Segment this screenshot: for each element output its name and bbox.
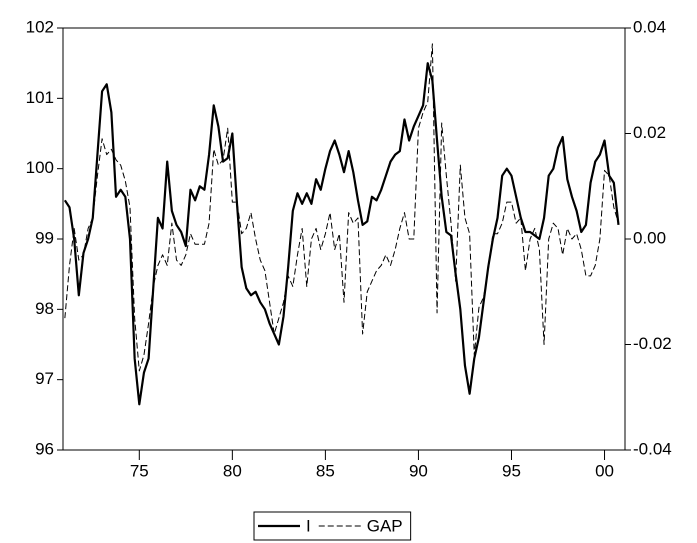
x-tick-label: 95 (502, 461, 521, 480)
y-tick-label: 101 (26, 88, 54, 107)
legend-label: I (306, 516, 311, 535)
x-tick-label: 00 (595, 461, 614, 480)
y-tick-label: 99 (35, 228, 54, 247)
series-line (64, 43, 619, 372)
x-tick-label: 90 (409, 461, 428, 480)
plot-frame (62, 27, 626, 451)
y2-tick-label: -0.02 (633, 334, 672, 353)
y2-tick-label: 0.02 (633, 123, 666, 142)
y-tick-label: 98 (35, 299, 54, 318)
legend-label: GAP (367, 516, 403, 535)
y-tick-label: 96 (35, 439, 54, 458)
y-tick-label: 97 (35, 369, 54, 388)
x-tick-label: 80 (223, 461, 242, 480)
series-line (63, 62, 620, 406)
x-tick-label: 75 (130, 461, 149, 480)
y-tick-label: 102 (26, 17, 54, 36)
y2-tick-label: 0.00 (633, 228, 666, 247)
y2-tick-label: 0.04 (633, 17, 666, 36)
x-tick-label: 85 (316, 461, 335, 480)
y2-tick-label: -0.04 (633, 439, 672, 458)
y-tick-label: 100 (26, 158, 54, 177)
